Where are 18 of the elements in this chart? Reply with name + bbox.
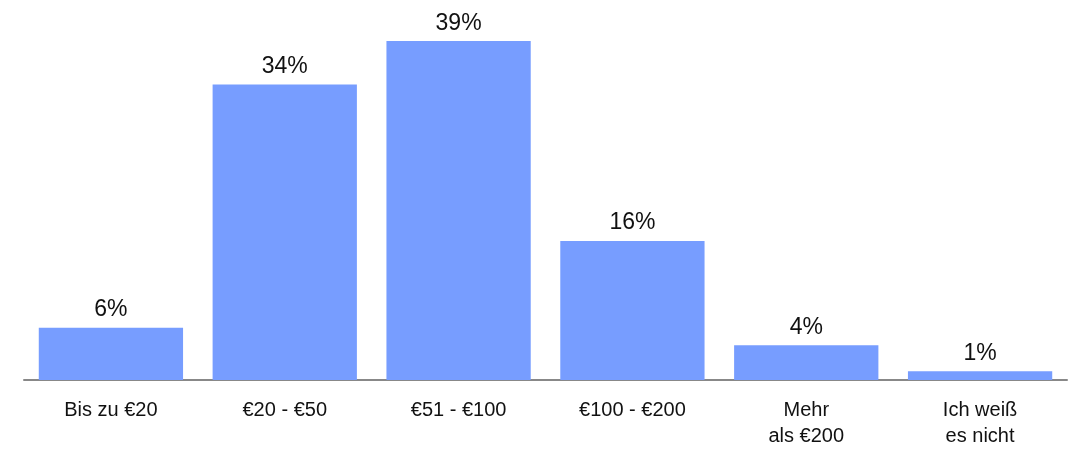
bar bbox=[907, 371, 1053, 380]
data-label: 16% bbox=[609, 208, 656, 235]
data-label: 34% bbox=[261, 51, 308, 78]
x-tick-label: €100 - €200 bbox=[579, 398, 686, 420]
x-tick-label: Ich weiß es nicht bbox=[942, 398, 1018, 446]
x-tick-label: €20 - €50 bbox=[242, 398, 328, 420]
data-label: 6% bbox=[94, 295, 128, 322]
bar bbox=[386, 41, 531, 380]
bar bbox=[560, 240, 705, 380]
bar bbox=[212, 84, 357, 380]
data-label: 4% bbox=[789, 312, 823, 339]
bar bbox=[38, 327, 184, 380]
x-tick-label: Bis zu €20 bbox=[64, 398, 158, 420]
bar bbox=[734, 345, 879, 380]
data-label: 39% bbox=[435, 8, 482, 35]
x-tick-label: Mehr als €200 bbox=[768, 398, 845, 446]
x-tick-label: €51 - €100 bbox=[410, 398, 507, 420]
data-label: 1% bbox=[963, 338, 997, 365]
